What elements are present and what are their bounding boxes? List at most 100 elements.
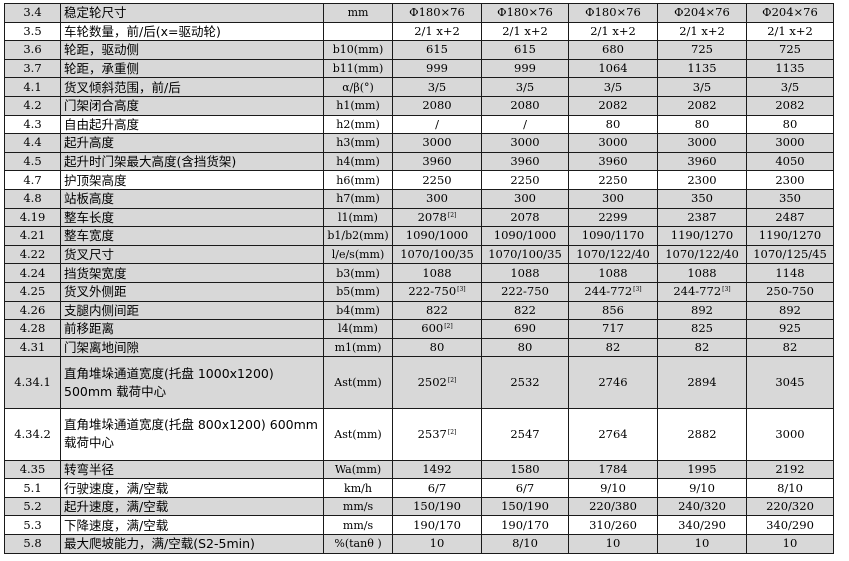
spec-row-4-1: 4.1 货叉倾斜范围，前/后 α/β(°) 3/5 3/5 3/5 3/5 3/5 — [4, 77, 834, 97]
model-5-value-cell: 2082 — [746, 95, 834, 116]
item-name-cell: 直角堆垛通道宽度(托盘 1000x1200) 500mm 载荷中心 — [60, 356, 324, 409]
model-2-value-cell: 2078 — [481, 207, 569, 228]
item-code-cell: 4.3 — [4, 114, 61, 135]
value-text: 717 — [602, 321, 624, 336]
model-3-value-cell: 1784 — [568, 459, 658, 480]
model-3-value-cell: 220/380 — [568, 496, 658, 517]
spec-row-4-5: 4.5 起升时门架最大高度(含挡货架) h4(mm) 3960 3960 3960 3960… — [4, 151, 834, 172]
value-text: 615 — [426, 42, 448, 57]
value-text: 2/1 x+2 — [767, 23, 813, 38]
item-code-cell: 4.21 — [4, 226, 61, 246]
model-3-value-cell: 1064 — [568, 58, 658, 79]
model-3-value-cell: 856 — [568, 300, 658, 321]
value-text: 8/10 — [512, 536, 538, 551]
model-3-value-cell: 717 — [568, 319, 658, 339]
model-4-value-cell: 80 — [657, 114, 747, 135]
value-text: 1088 — [422, 265, 452, 280]
unit-cell: b3(mm) — [323, 263, 393, 283]
spec-row-4-21: 4.21 整车宽度 b1/b2(mm) 1090/1000 1090/1000 1090/… — [4, 226, 834, 246]
model-3-value-cell: 244-772[3] — [568, 281, 658, 302]
unit-cell: b10(mm) — [323, 40, 393, 60]
value-text: 80 — [517, 339, 533, 354]
item-name-cell: 车轮数量，前/后(x=驱动轮) — [60, 21, 324, 42]
unit-cell: km/h — [323, 478, 393, 498]
model-3-value-cell: 1070/122/40 — [568, 244, 658, 265]
item-code-cell: 4.1 — [4, 77, 61, 97]
value-text: 10 — [694, 536, 710, 551]
unit-cell: l4(mm) — [323, 319, 393, 339]
model-1-value-cell: / — [392, 114, 482, 135]
value-text: 1190/1270 — [758, 228, 822, 243]
model-5-value-cell: 220/320 — [746, 496, 834, 517]
item-code-cell: 4.4 — [4, 133, 61, 153]
value-text: 2080 — [510, 98, 540, 113]
spec-row-5-1: 5.1 行驶速度，满/空载 km/h 6/7 6/7 9/10 9/10 8/10 — [4, 478, 834, 498]
model-5-value-cell: 2487 — [746, 207, 834, 228]
value-text: 220/320 — [766, 499, 814, 514]
value-text: 892 — [691, 302, 713, 317]
model-4-value-cell: 2300 — [657, 170, 747, 190]
value-text: 999 — [426, 61, 448, 76]
value-text: 3/5 — [427, 79, 447, 94]
item-name-cell: 转弯半径 — [60, 459, 324, 480]
model-4-value-cell: 3000 — [657, 133, 747, 153]
value-text: 2082 — [775, 98, 805, 113]
item-code-cell: 3.4 — [4, 3, 61, 23]
item-name-cell: 起升高度 — [60, 133, 324, 153]
item-name-cell: 货叉尺寸 — [60, 244, 324, 265]
model-5-value-cell: 250-750 — [746, 281, 834, 302]
model-2-value-cell: 80 — [481, 337, 569, 358]
value-text: 2502 — [417, 375, 447, 390]
model-1-value-cell: 190/170 — [392, 515, 482, 536]
model-2-value-cell: 3960 — [481, 151, 569, 172]
value-text: 220/380 — [589, 499, 637, 514]
unit-cell: mm/s — [323, 515, 393, 536]
item-code-cell: 3.5 — [4, 21, 61, 42]
footnote-marker: [2] — [444, 323, 453, 331]
model-2-value-cell: 190/170 — [481, 515, 569, 536]
value-text: 3000 — [510, 135, 540, 150]
model-1-value-cell: 2078[2] — [392, 207, 482, 228]
item-code-cell: 4.25 — [4, 281, 61, 302]
model-2-value-cell: / — [481, 114, 569, 135]
spec-row-4-2: 4.2 门架闭合高度 h1(mm) 2080 2080 2082 2082 2082 — [4, 95, 834, 116]
value-text: 150/190 — [501, 499, 549, 514]
unit-cell — [323, 21, 393, 42]
value-text: 1070/122/40 — [576, 247, 650, 262]
spec-row-4-19: 4.19 整车长度 l1(mm) 2078[2] 2078 2299 2387 2487 — [4, 207, 834, 228]
item-code-cell: 4.28 — [4, 319, 61, 339]
footnote-marker: [3] — [633, 286, 642, 294]
item-name-cell: 起升速度，满/空载 — [60, 496, 324, 517]
value-text: 240/320 — [678, 499, 726, 514]
model-5-value-cell: 340/290 — [746, 515, 834, 536]
unit-cell: b11(mm) — [323, 58, 393, 79]
item-name-cell: 直角堆垛通道宽度(托盘 800x1200) 600mm 载荷中心 — [60, 407, 324, 461]
model-5-value-cell: 3045 — [746, 356, 834, 409]
item-name-cell: 支腿内侧间距 — [60, 300, 324, 321]
value-text: 2537 — [417, 426, 447, 441]
value-text: 82 — [605, 339, 621, 354]
value-text: 2/1 x+2 — [414, 23, 460, 38]
model-3-value-cell: 82 — [568, 337, 658, 358]
value-text: 2192 — [775, 461, 805, 476]
unit-cell: mm — [323, 3, 393, 23]
model-3-value-cell: 2764 — [568, 407, 658, 461]
value-text: Φ204×76 — [674, 5, 730, 20]
model-5-value-cell: 2192 — [746, 459, 834, 480]
model-4-value-cell: 2/1 x+2 — [657, 21, 747, 42]
item-name-cell: 下降速度，满/空载 — [60, 515, 324, 536]
value-text: 340/290 — [678, 517, 726, 532]
value-text: 1070/125/45 — [753, 247, 827, 262]
model-3-value-cell: 2250 — [568, 170, 658, 190]
item-name-cell: 货叉倾斜范围，前/后 — [60, 77, 324, 97]
model-1-value-cell: 615 — [392, 40, 482, 60]
model-3-value-cell: 3960 — [568, 151, 658, 172]
unit-cell: mm/s — [323, 496, 393, 517]
unit-cell: b4(mm) — [323, 300, 393, 321]
value-text: 9/10 — [689, 480, 715, 495]
model-2-value-cell: 222-750 — [481, 281, 569, 302]
model-1-value-cell: 1492 — [392, 459, 482, 480]
value-text: 925 — [779, 321, 801, 336]
model-5-value-cell: 3000 — [746, 407, 834, 461]
value-text: 2387 — [687, 209, 717, 224]
